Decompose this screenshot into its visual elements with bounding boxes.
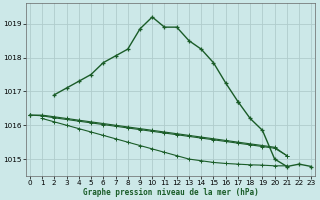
X-axis label: Graphe pression niveau de la mer (hPa): Graphe pression niveau de la mer (hPa) (83, 188, 259, 197)
